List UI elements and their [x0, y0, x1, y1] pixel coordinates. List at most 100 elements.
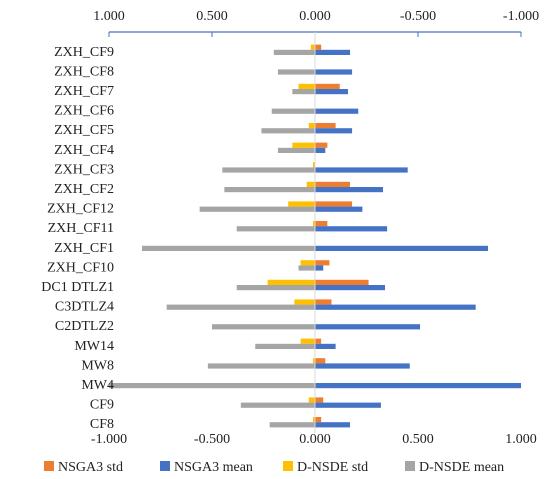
- bar-nsga3-mean: [315, 49, 351, 55]
- category-label: MW14: [74, 339, 114, 354]
- bar-d-nsde-mean: [109, 383, 315, 389]
- bar-nsga3-mean: [315, 69, 353, 75]
- category-label: ZXH_CF9: [54, 45, 114, 60]
- bar-nsga3-std: [315, 417, 322, 423]
- bottom-tick-label: 1.000: [505, 432, 537, 447]
- bar-d-nsde-mean: [273, 49, 315, 55]
- bar-nsga3-mean: [315, 383, 521, 389]
- bar-nsga3-mean: [315, 108, 359, 114]
- category-label: ZXH_CF10: [47, 260, 114, 275]
- bar-nsga3-std: [315, 123, 336, 129]
- category-label: ZXH_CF3: [54, 162, 114, 177]
- bar-nsga3-mean: [315, 226, 388, 232]
- bar-d-nsde-mean: [141, 245, 315, 251]
- category-label: MW8: [81, 358, 114, 373]
- bar-d-nsde-std: [300, 260, 315, 266]
- top-tick-label: -0.500: [400, 9, 436, 24]
- bar-nsga3-std: [315, 181, 351, 187]
- bar-nsga3-mean: [315, 304, 476, 310]
- bar-nsga3-std: [315, 142, 328, 148]
- bar-nsga3-std: [315, 279, 369, 285]
- legend: NSGA3 std NSGA3 mean D-NSDE std D-NSDE mean: [44, 460, 504, 475]
- category-label: ZXH_CF7: [54, 84, 114, 99]
- category-label: CF8: [90, 417, 114, 432]
- category-label: ZXH_CF2: [54, 182, 114, 197]
- bar-nsga3-mean: [315, 147, 326, 153]
- legend-swatch: [405, 461, 415, 471]
- bar-d-nsde-mean: [277, 147, 315, 153]
- bar-nsga3-mean: [315, 167, 408, 173]
- bar-d-nsde-mean: [222, 167, 315, 173]
- bar-d-nsde-std: [300, 338, 315, 344]
- bottom-tick-label: -1.000: [91, 432, 127, 447]
- bar-d-nsde-std: [312, 358, 315, 364]
- category-label: ZXH_CF4: [54, 143, 114, 158]
- legend-label: D-NSDE std: [297, 460, 368, 475]
- category-label: DC1 DTLZ1: [41, 280, 114, 295]
- bar-nsga3-std: [315, 397, 324, 403]
- top-tick-label: -1.000: [503, 9, 539, 24]
- legend-swatch: [160, 461, 170, 471]
- bar-nsga3-std: [315, 221, 328, 227]
- category-label: ZXH_CF11: [48, 221, 114, 236]
- bar-d-nsde-mean: [298, 265, 315, 271]
- category-label: ZXH_CF8: [54, 64, 114, 79]
- bar-nsga3-mean: [315, 285, 386, 291]
- bar-nsga3-mean: [315, 245, 489, 251]
- bar-d-nsde-mean: [212, 324, 315, 330]
- bar-nsga3-std: [315, 358, 326, 364]
- bar-d-nsde-std: [308, 397, 315, 403]
- bar-d-nsde-std: [306, 181, 315, 187]
- bar-nsga3-mean: [315, 402, 381, 408]
- category-labels: ZXH_CF9 ZXH_CF8 ZXH_CF7 ZXH_CF6 ZXH_CF5 ZXH_C…: [41, 45, 114, 432]
- bottom-axis: -1.000 -0.500 0.000 0.500 1.000: [91, 432, 537, 447]
- category-label: ZXH_CF1: [54, 241, 114, 256]
- bar-d-nsde-std: [294, 299, 315, 305]
- category-label: ZXH_CF5: [54, 123, 114, 138]
- legend-swatch: [283, 461, 293, 471]
- bar-nsga3-mean: [315, 363, 410, 369]
- category-label: MW4: [81, 378, 114, 393]
- category-label: C3DTLZ4: [55, 300, 114, 315]
- legend-label: NSGA3 std: [58, 460, 123, 475]
- bar-nsga3-std: [315, 338, 322, 344]
- legend-label: D-NSDE mean: [419, 460, 504, 475]
- category-label: C2DTLZ2: [55, 319, 114, 334]
- bar-nsga3-std: [315, 44, 322, 50]
- bar-d-nsde-std: [292, 142, 315, 148]
- bar-d-nsde-mean: [207, 363, 315, 369]
- category-label: CF9: [90, 398, 114, 413]
- bars-group: [109, 44, 521, 428]
- bar-d-nsde-mean: [261, 128, 315, 134]
- bar-nsga3-mean: [315, 265, 324, 271]
- top-tick-label: 0.000: [299, 9, 331, 24]
- bar-d-nsde-std: [288, 201, 315, 207]
- bar-d-nsde-std: [308, 123, 315, 129]
- bar-nsga3-mean: [315, 422, 351, 428]
- legend-swatch: [44, 461, 54, 471]
- bar-nsga3-mean: [315, 187, 383, 193]
- bar-nsga3-std: [315, 299, 332, 305]
- bottom-tick-label: 0.500: [402, 432, 434, 447]
- top-tick-label: 0.500: [196, 9, 228, 24]
- legend-label: NSGA3 mean: [174, 460, 253, 475]
- bar-d-nsde-mean: [292, 89, 315, 95]
- bar-d-nsde-mean: [236, 226, 315, 232]
- bar-d-nsde-std: [267, 279, 315, 285]
- bar-nsga3-mean: [315, 89, 348, 95]
- bar-nsga3-mean: [315, 343, 336, 349]
- bar-d-nsde-mean: [224, 187, 315, 193]
- bar-d-nsde-mean: [271, 108, 315, 114]
- bar-d-nsde-mean: [199, 206, 315, 212]
- bar-nsga3-std: [315, 260, 330, 266]
- top-tick-label: 1.000: [93, 9, 125, 24]
- bar-nsga3-mean: [315, 128, 353, 134]
- category-label: ZXH_CF12: [47, 202, 114, 217]
- bottom-tick-label: -0.500: [194, 432, 230, 447]
- bar-d-nsde-mean: [277, 69, 315, 75]
- bar-nsga3-mean: [315, 324, 421, 330]
- bar-nsga3-std: [315, 83, 340, 89]
- bar-d-nsde-mean: [236, 285, 315, 291]
- bar-d-nsde-mean: [166, 304, 315, 310]
